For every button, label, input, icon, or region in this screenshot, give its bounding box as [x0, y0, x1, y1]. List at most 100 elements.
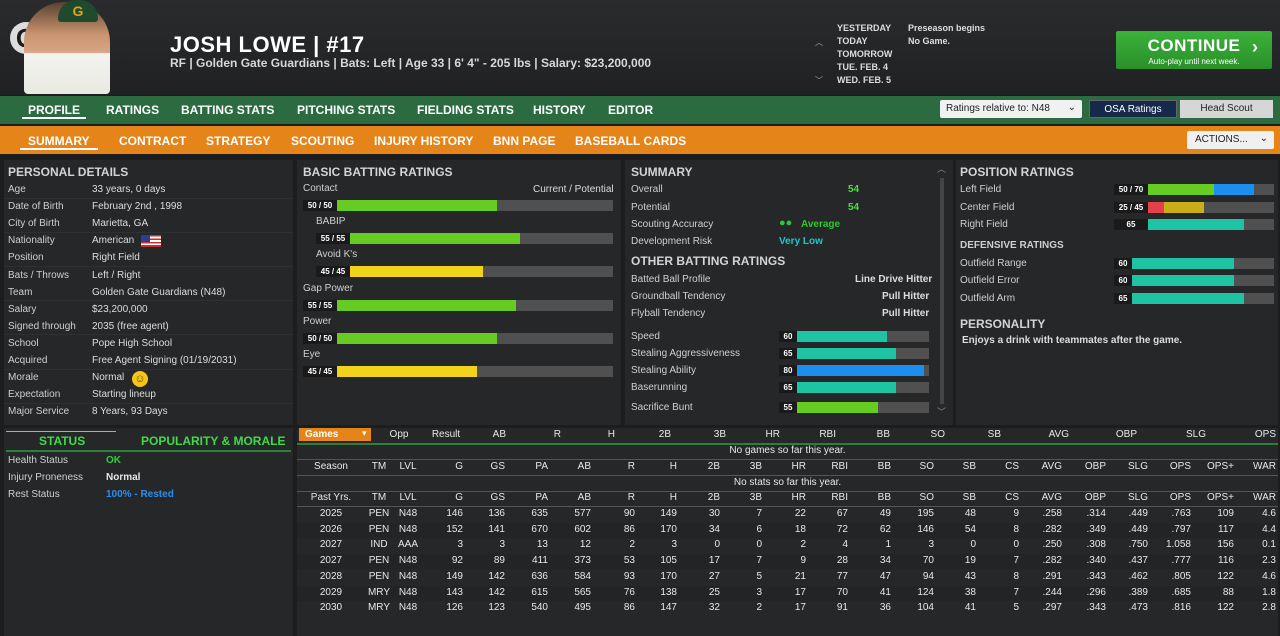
- subtab-summary[interactable]: SUMMARY: [20, 134, 98, 150]
- speed-tag: 60: [779, 331, 797, 342]
- subtab-baseball-cards[interactable]: BASEBALL CARDS: [575, 134, 687, 148]
- ratings-relative-select[interactable]: Ratings relative to: N48 ⌄: [940, 100, 1082, 118]
- calendar-arrows[interactable]: ︿ ﹀: [815, 24, 823, 100]
- detail-label: Date of Birth: [8, 201, 64, 213]
- us-flag-canton: [141, 235, 150, 242]
- table-cell: PEN: [368, 570, 390, 582]
- subtab-scouting[interactable]: SCOUTING: [291, 134, 355, 148]
- smiley-icon: ☺: [132, 371, 148, 387]
- past-header: H: [669, 492, 677, 503]
- calendar-date[interactable]: TODAY: [837, 36, 868, 46]
- tab-ratings[interactable]: RATINGS: [106, 103, 160, 117]
- table-row[interactable]: [297, 554, 1278, 570]
- continue-button[interactable]: CONTINUE Auto-play until next week. ›: [1116, 31, 1272, 69]
- status-tab[interactable]: STATUS: [39, 434, 86, 448]
- osa-ratings-button[interactable]: OSA Ratings: [1089, 100, 1177, 118]
- tab-pitching-stats[interactable]: PITCHING STATS: [297, 103, 396, 117]
- table-cell: MRY: [367, 586, 391, 598]
- table-cell: 92: [451, 555, 463, 567]
- subtab-injury-history[interactable]: INJURY HISTORY: [374, 134, 474, 148]
- summary-title: SUMMARY: [631, 165, 693, 179]
- table-cell: 25: [708, 586, 720, 598]
- past-header: 3B: [749, 492, 762, 503]
- season-header: AVG: [1041, 461, 1062, 472]
- tab-profile[interactable]: PROFILE: [22, 103, 87, 119]
- table-row[interactable]: [297, 585, 1278, 601]
- table-cell: 2: [756, 602, 762, 614]
- scroll-down-icon[interactable]: ﹀: [937, 407, 947, 417]
- table-cell: 90: [623, 508, 635, 519]
- games-header: SB: [987, 429, 1001, 440]
- detail-label: Bats / Throws: [8, 269, 69, 281]
- table-cell: 635: [531, 508, 548, 519]
- detail-value: 2035 (free agent): [92, 320, 169, 332]
- tab-editor[interactable]: EDITOR: [608, 103, 654, 117]
- table-cell: 7: [756, 508, 762, 519]
- season-header: SLG: [1127, 461, 1148, 472]
- calendar-date[interactable]: TOMORROW: [837, 49, 893, 59]
- subtab-bnn-page[interactable]: BNN PAGE: [493, 134, 556, 148]
- speed-tag: 80: [779, 365, 797, 376]
- speed-label: Speed: [631, 331, 660, 342]
- detail-value: American: [92, 235, 135, 247]
- games-header: 2B: [658, 429, 671, 440]
- scouting-accuracy-value: Average: [801, 219, 841, 230]
- calendar-date[interactable]: WED. FEB. 5: [837, 75, 892, 85]
- season-header: GS: [490, 461, 505, 472]
- table-cell: .805: [1171, 570, 1191, 582]
- past-header: CS: [1005, 492, 1019, 503]
- season-header: SB: [962, 461, 976, 472]
- scroll-up-icon[interactable]: ︿: [937, 164, 947, 174]
- chevron-down-icon: ⌄: [1259, 133, 1268, 144]
- season-header: Season: [314, 461, 348, 472]
- calendar-date[interactable]: TUE. FEB. 4: [837, 62, 889, 72]
- tab-fielding-stats[interactable]: FIELDING STATS: [417, 103, 514, 117]
- speed-bar: 60: [779, 331, 929, 342]
- tab-batting-stats[interactable]: BATTING STATS: [181, 103, 275, 117]
- table-cell: MRY: [367, 602, 391, 614]
- table-row[interactable]: [297, 522, 1278, 538]
- status-label: Health Status: [8, 455, 69, 466]
- chevron-down-icon[interactable]: ﹀: [815, 76, 823, 85]
- calendar-date[interactable]: YESTERDAY: [837, 23, 892, 33]
- tab-history[interactable]: HISTORY: [533, 103, 586, 117]
- table-cell: 4.6: [1262, 570, 1276, 582]
- speed-tag: 65: [779, 348, 797, 359]
- head-scout-button[interactable]: Head Scout: [1180, 100, 1273, 118]
- defensive-ratings-title: DEFENSIVE RATINGS: [960, 240, 1064, 251]
- subtab-contract[interactable]: CONTRACT: [119, 134, 187, 148]
- detail-value: Starting lineup: [92, 389, 156, 401]
- popularity-tab[interactable]: POPULARITY & MORALE: [141, 434, 286, 448]
- season-divider: [297, 475, 1278, 476]
- rating-label: BABIP: [316, 216, 346, 228]
- table-cell: 540: [531, 602, 548, 614]
- position-tag: 25 / 45: [1114, 201, 1148, 213]
- status-value: 100% - Rested: [106, 489, 174, 500]
- past-header: RBI: [831, 492, 848, 503]
- chevron-up-icon[interactable]: ︿: [815, 38, 823, 47]
- status-value: OK: [106, 455, 121, 466]
- table-cell: AAA: [397, 539, 418, 551]
- table-cell: 2029: [319, 586, 343, 598]
- table-cell: 146: [917, 523, 934, 535]
- table-cell: N48: [398, 508, 418, 519]
- table-cell: 1: [885, 539, 891, 551]
- actions-select[interactable]: ACTIONS... ⌄: [1187, 131, 1274, 149]
- other-label: Groundball Tendency: [631, 291, 726, 303]
- subtab-strategy[interactable]: STRATEGY: [206, 134, 271, 148]
- calendar-events: Preseason begins No Game.: [908, 22, 985, 48]
- past-header: TM: [371, 492, 387, 503]
- detail-label: Position: [8, 252, 44, 264]
- games-select[interactable]: Games: [299, 428, 371, 441]
- table-cell: 77: [836, 570, 848, 582]
- past-header: OPS+: [1207, 492, 1234, 503]
- chevron-right-icon: ›: [1252, 37, 1258, 57]
- development-risk-label: Development Risk: [631, 236, 713, 247]
- status-panel: [4, 428, 293, 636]
- scrollbar[interactable]: [940, 178, 944, 404]
- chevron-down-icon: ▾: [362, 428, 367, 438]
- detail-label: Expectation: [8, 389, 61, 401]
- actions-label: ACTIONS...: [1195, 134, 1248, 145]
- table-cell: 104: [917, 602, 934, 614]
- player-name: JOSH LOWE | #17: [170, 32, 365, 57]
